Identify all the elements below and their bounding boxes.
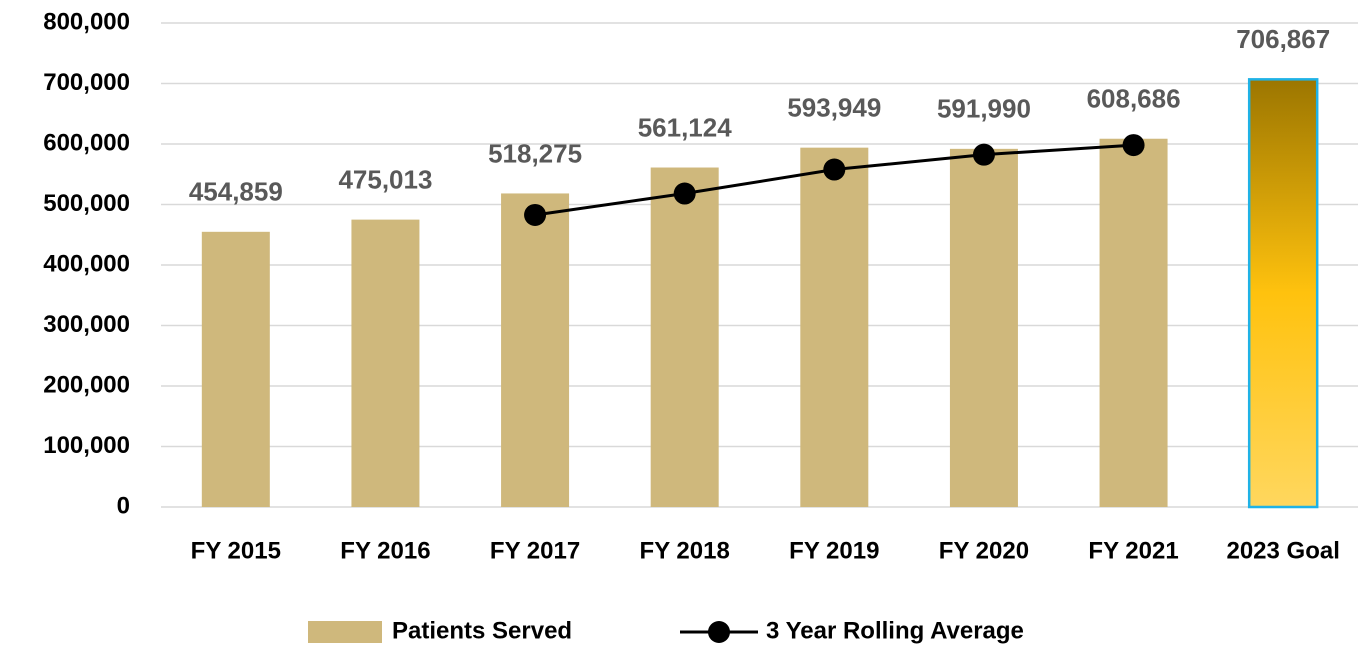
bar <box>650 167 719 508</box>
line-marker <box>524 203 547 226</box>
data-label: 518,275 <box>488 138 582 168</box>
x-tick-label: FY 2019 <box>789 537 879 564</box>
legend-marker <box>708 621 730 643</box>
line-marker <box>673 182 696 205</box>
data-label: 591,990 <box>937 94 1031 124</box>
legend-label: 3 Year Rolling Average <box>766 617 1024 644</box>
legend-label: Patients Served <box>392 617 572 644</box>
y-tick-label: 700,000 <box>43 69 130 96</box>
x-tick-label: FY 2016 <box>340 537 430 564</box>
x-tick-label: FY 2017 <box>490 537 580 564</box>
y-tick-label: 800,000 <box>43 8 130 35</box>
y-tick-label: 200,000 <box>43 371 130 398</box>
x-tick-label: FY 2020 <box>939 537 1029 564</box>
bar <box>1099 138 1168 507</box>
data-label: 608,686 <box>1087 84 1181 114</box>
data-label: 706,867 <box>1236 24 1330 54</box>
data-label: 561,124 <box>638 112 733 142</box>
y-tick-label: 400,000 <box>43 250 130 277</box>
data-label: 475,013 <box>338 164 432 194</box>
x-tick-label: FY 2021 <box>1088 537 1178 564</box>
y-tick-label: 500,000 <box>43 190 130 217</box>
bar <box>800 147 869 507</box>
bar <box>1247 78 1319 509</box>
legend-swatch <box>308 621 382 643</box>
data-label: 454,859 <box>189 177 283 207</box>
y-tick-label: 300,000 <box>43 311 130 338</box>
line-marker <box>1122 134 1145 157</box>
x-tick-label: 2023 Goal <box>1226 537 1339 564</box>
x-tick-label: FY 2018 <box>640 537 730 564</box>
bar <box>949 148 1018 507</box>
y-tick-label: 0 <box>117 492 130 519</box>
line-marker <box>823 158 846 181</box>
x-tick-label: FY 2015 <box>191 537 281 564</box>
bar <box>351 219 420 508</box>
y-tick-label: 600,000 <box>43 129 130 156</box>
data-label: 593,949 <box>787 93 881 123</box>
y-tick-label: 100,000 <box>43 432 130 459</box>
line-marker <box>972 143 995 166</box>
bar <box>501 193 570 508</box>
bar <box>201 231 270 507</box>
